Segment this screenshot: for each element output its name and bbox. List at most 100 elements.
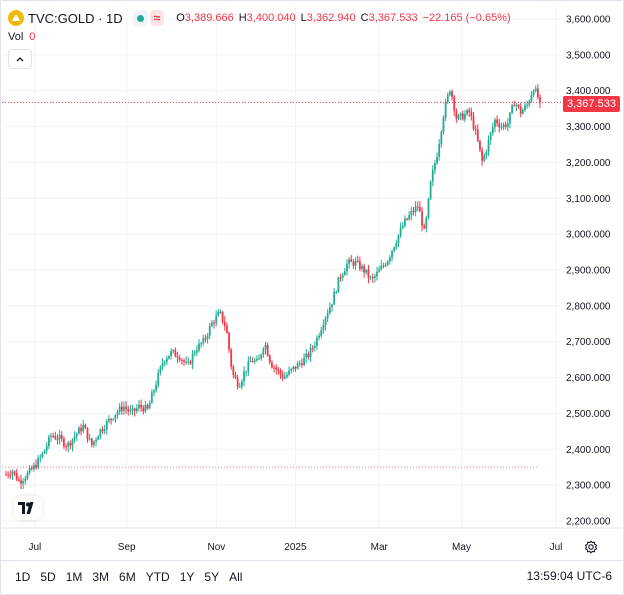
market-status-badge[interactable] xyxy=(132,10,148,26)
candle-body xyxy=(13,471,16,473)
candle-body xyxy=(52,435,55,437)
candle-body xyxy=(174,350,177,357)
candle-body xyxy=(534,88,537,91)
candle-body xyxy=(251,361,254,363)
candle-body xyxy=(476,129,479,141)
candle-body xyxy=(163,361,166,364)
candle-body xyxy=(337,277,340,292)
candle-body xyxy=(489,132,492,140)
collapse-legend-button[interactable] xyxy=(8,49,32,69)
candle-body xyxy=(200,343,203,345)
candle-body xyxy=(247,361,250,372)
range-6m-button[interactable]: 6M xyxy=(119,570,136,584)
candle-body xyxy=(32,464,35,470)
candle-body xyxy=(22,481,25,484)
candle-body xyxy=(354,260,357,266)
candle-body xyxy=(341,274,344,278)
range-1m-button[interactable]: 1M xyxy=(65,570,83,584)
x-tick-label: May xyxy=(452,542,471,553)
bottom-toolbar: 1D 5D 1M 3M 6M YTD 1Y 5Y All 13:59:04 UT… xyxy=(0,560,624,594)
candle-body xyxy=(491,127,494,133)
candle-body xyxy=(129,410,132,412)
candle-body xyxy=(249,361,252,363)
candle-body xyxy=(58,435,61,440)
candle-body xyxy=(159,366,162,373)
candle-body xyxy=(157,372,160,385)
range-5d-button[interactable]: 5D xyxy=(40,570,56,584)
timezone-clock[interactable]: 13:59:04 UTC-6 xyxy=(526,569,612,583)
candle-body xyxy=(378,269,381,272)
candle-body xyxy=(114,415,117,420)
candle-body xyxy=(408,215,411,220)
candle-body xyxy=(474,128,477,130)
candle-body xyxy=(403,218,406,226)
ohlc-values: O3,389.666 H3,400.040 L3,362.940 C3,367.… xyxy=(176,12,511,24)
candle-body xyxy=(185,361,188,363)
candle-body xyxy=(84,424,87,429)
candle-body xyxy=(526,104,529,106)
candle-body xyxy=(536,88,539,98)
y-tick-label: 2,200.000 xyxy=(566,517,611,528)
candle-body xyxy=(67,442,70,447)
candle-body xyxy=(71,439,74,446)
candle-body xyxy=(301,363,303,366)
candle-body xyxy=(189,361,192,364)
candle-body xyxy=(384,264,387,266)
candle-body xyxy=(241,381,243,387)
candle-body xyxy=(290,369,293,371)
candle-body xyxy=(427,198,430,218)
candle-body xyxy=(142,407,145,412)
tradingview-logo-icon[interactable] xyxy=(14,496,42,520)
candle-body xyxy=(206,335,209,339)
candle-body xyxy=(133,408,136,412)
y-tick-label: 2,300.000 xyxy=(566,481,611,492)
candle-body xyxy=(380,265,383,270)
range-all-button[interactable]: All xyxy=(229,570,243,584)
candle-body xyxy=(367,269,370,278)
candle-body xyxy=(373,276,376,278)
candle-body xyxy=(112,419,115,421)
candle-body xyxy=(125,406,127,409)
range-3m-button[interactable]: 3M xyxy=(92,570,110,584)
candle-body xyxy=(343,271,346,275)
candle-body xyxy=(105,421,108,430)
candle-body xyxy=(150,392,153,403)
candle-body xyxy=(414,206,417,212)
candle-body xyxy=(275,367,278,370)
candle-body xyxy=(78,427,80,434)
gear-icon[interactable] xyxy=(584,540,598,554)
y-tick-label: 3,300.000 xyxy=(566,122,611,133)
candle-body xyxy=(245,371,248,373)
candle-body xyxy=(45,446,48,451)
range-1d-button[interactable]: 1D xyxy=(15,570,31,584)
x-tick-label: Nov xyxy=(207,542,225,553)
candle-body xyxy=(116,412,119,416)
candle-body xyxy=(101,429,104,432)
candle-body xyxy=(307,353,310,357)
candle-body xyxy=(153,390,155,393)
x-tick-label: 2025 xyxy=(284,542,307,553)
candle-body xyxy=(513,105,516,107)
range-5y-button[interactable]: 5Y xyxy=(204,570,220,584)
candle-body xyxy=(50,435,52,437)
candle-body xyxy=(266,344,269,356)
candle-body xyxy=(26,472,29,479)
last-price-label: 3,367.533 xyxy=(563,96,620,112)
candle-body xyxy=(161,363,164,367)
candle-body xyxy=(108,419,110,422)
y-tick-label: 2,700.000 xyxy=(566,337,611,348)
candle-body xyxy=(183,360,185,363)
candle-body xyxy=(485,151,488,156)
range-1y-button[interactable]: 1Y xyxy=(179,570,195,584)
data-status-badge[interactable]: ≈ xyxy=(149,10,165,26)
candle-body xyxy=(515,105,518,107)
symbol-title[interactable]: TVC:GOLD · 1D xyxy=(28,10,123,26)
candle-body xyxy=(213,322,215,324)
candle-body xyxy=(86,428,89,440)
range-ytd-button[interactable]: YTD xyxy=(145,570,170,584)
candle-body xyxy=(279,370,282,375)
y-tick-label: 3,100.000 xyxy=(566,194,611,205)
x-tick-label: Sep xyxy=(118,542,136,553)
candle-body xyxy=(386,261,389,265)
